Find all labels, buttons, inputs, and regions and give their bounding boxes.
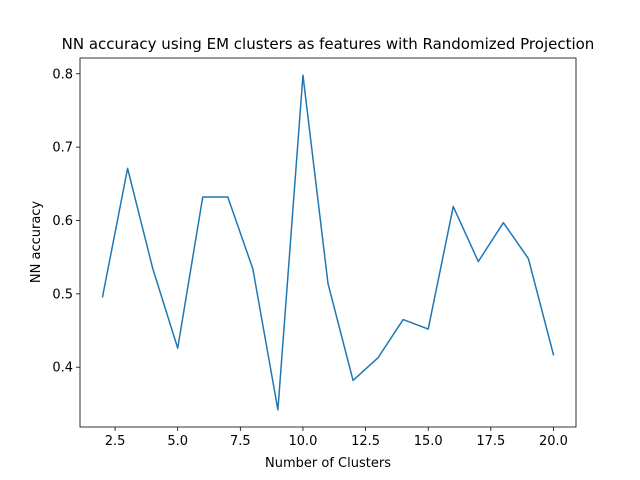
y-tick-label: 0.7 [52, 141, 73, 156]
x-axis-label: Number of Clusters [265, 456, 391, 471]
x-tick-label: 5.0 [167, 434, 188, 449]
x-tick-label: 12.5 [351, 434, 380, 449]
x-tick-label: 17.5 [476, 434, 505, 449]
x-tick-label: 15.0 [414, 434, 443, 449]
y-tick-label: 0.6 [52, 214, 73, 229]
series-line [101, 74, 555, 411]
y-tick-label: 0.8 [52, 67, 73, 82]
x-tick-label: 20.0 [539, 434, 568, 449]
plot-area: 2.5 5.0 7.5 10.0 12.5 15.0 17.5 20.0 0.4 0.5 0.6 0.… [52, 57, 577, 449]
y-axis-label: NN accuracy [29, 201, 44, 284]
y-tick-label: 0.5 [52, 287, 73, 302]
y-tick-label: 0.4 [52, 361, 73, 376]
x-tick-label: 10.0 [288, 434, 317, 449]
axes-frame [79, 57, 577, 428]
x-tick-label: 2.5 [105, 434, 126, 449]
chart-title: NN accuracy using EM clusters as feature… [62, 35, 595, 53]
x-tick-label: 7.5 [230, 434, 251, 449]
